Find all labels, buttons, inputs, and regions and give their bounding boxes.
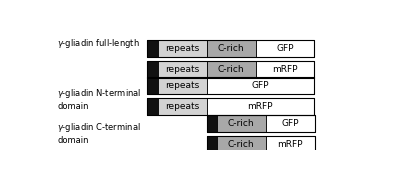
Bar <box>206 115 217 131</box>
Text: C-rich: C-rich <box>228 119 255 128</box>
Text: $\gamma$-gliadin full-length: $\gamma$-gliadin full-length <box>57 37 140 50</box>
Bar <box>147 61 314 78</box>
Text: GFP: GFP <box>252 81 269 90</box>
Text: GFP: GFP <box>282 119 299 128</box>
Text: C-rich: C-rich <box>218 44 244 53</box>
Bar <box>206 136 315 153</box>
Bar <box>255 61 314 78</box>
Bar <box>206 61 255 78</box>
Text: C-rich: C-rich <box>228 140 255 149</box>
Bar <box>147 77 157 94</box>
Text: repeats: repeats <box>165 81 199 90</box>
Text: mRFP: mRFP <box>277 140 303 149</box>
Bar <box>206 40 255 57</box>
Bar <box>266 136 315 153</box>
Text: $\gamma$-gliadin N-terminal
domain: $\gamma$-gliadin N-terminal domain <box>57 87 142 111</box>
Bar <box>157 61 206 78</box>
Bar <box>147 40 157 57</box>
Bar <box>147 98 314 115</box>
Text: repeats: repeats <box>165 44 199 53</box>
Bar <box>206 136 217 153</box>
Text: GFP: GFP <box>276 44 294 53</box>
Bar <box>157 98 206 115</box>
Bar <box>147 40 314 57</box>
Bar <box>266 115 315 131</box>
Bar <box>206 115 315 131</box>
Text: mRFP: mRFP <box>272 65 297 74</box>
Bar <box>147 77 314 94</box>
Bar <box>217 136 266 153</box>
Bar <box>255 40 314 57</box>
Bar <box>147 61 157 78</box>
Bar <box>147 98 157 115</box>
Bar <box>157 77 206 94</box>
Bar <box>206 77 314 94</box>
Bar <box>157 40 206 57</box>
Text: mRFP: mRFP <box>248 102 273 111</box>
Text: repeats: repeats <box>165 65 199 74</box>
Text: repeats: repeats <box>165 102 199 111</box>
Bar <box>217 115 266 131</box>
Text: $\gamma$-gliadin C-terminal
domain: $\gamma$-gliadin C-terminal domain <box>57 121 141 145</box>
Bar <box>206 98 314 115</box>
Text: C-rich: C-rich <box>218 65 244 74</box>
